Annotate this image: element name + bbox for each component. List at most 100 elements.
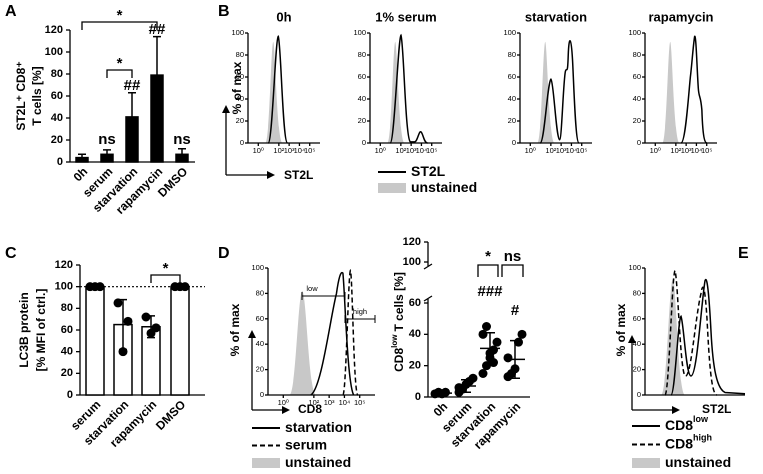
- legend-name: starvation: [285, 419, 352, 435]
- y-tick-label: 100: [45, 46, 63, 58]
- significance-bracket: [81, 21, 158, 30]
- y-tick-label: 80: [61, 302, 73, 314]
- legend-name: CD8: [665, 417, 693, 433]
- y-axis-label: CD8low T cells [%]: [390, 272, 406, 372]
- x-tick-label: 10⁰: [525, 146, 536, 155]
- x-tick-label: DMSO: [153, 397, 188, 432]
- error-bar: [153, 35, 161, 115]
- y-tick-label: 20: [633, 116, 641, 125]
- error-bar: [461, 379, 471, 394]
- data-point: [146, 328, 156, 338]
- panel-title: rapamycin: [648, 9, 713, 24]
- y-tick-label: 20: [358, 116, 366, 125]
- legend-name: CD8: [665, 435, 693, 451]
- x-tick-label: 10⁴: [416, 146, 428, 155]
- legend-label: serum: [285, 436, 327, 452]
- panel-title: 0h: [276, 9, 291, 24]
- y-tick-label: 0: [57, 156, 63, 168]
- y-tick-label: 20: [61, 367, 73, 379]
- y-tick-label: 20: [409, 360, 421, 372]
- significance-bracket: [501, 264, 524, 277]
- y-tick-label: 80: [358, 50, 366, 59]
- gate-label: high: [353, 307, 367, 316]
- y-axis-label-rest: T cells [%]: [392, 272, 406, 331]
- gate-label: low: [306, 284, 318, 293]
- legend-sup: low: [693, 414, 709, 424]
- panel-letter: C: [5, 245, 17, 262]
- gate: [344, 315, 376, 323]
- x-tick-label: 10²: [670, 146, 681, 155]
- y-tick-label: 0: [67, 389, 73, 401]
- arrow-head: [628, 335, 680, 414]
- y-tick-label: 100: [55, 281, 73, 293]
- x-tick-label: 10⁵: [354, 398, 365, 407]
- annotation: ns: [173, 131, 191, 148]
- y-axis-label: [% MFI of ctrl.]: [34, 289, 48, 372]
- legend-label: unstained: [411, 179, 477, 195]
- y-tick-label: 100: [353, 28, 366, 37]
- x-tick-label: 10⁴: [691, 146, 703, 155]
- y-tick-label: 100: [503, 28, 516, 37]
- panel-letter: D: [218, 245, 230, 262]
- y-tick-label: 40: [508, 94, 516, 103]
- annotation: ##: [124, 77, 141, 94]
- data-point: [175, 282, 185, 292]
- y-tick-label: 100: [403, 256, 421, 268]
- y-tick-label: 40: [633, 94, 641, 103]
- y-axis-label: % of max: [228, 303, 242, 356]
- y-tick-label: 100: [231, 28, 244, 37]
- st2l-curve: [390, 35, 427, 143]
- y-tick-label: 80: [256, 288, 264, 297]
- x-tick-label: 10³: [406, 146, 417, 155]
- legend-label: CD8high: [665, 433, 712, 451]
- data-point: [113, 298, 123, 308]
- gate: [301, 292, 346, 300]
- annotation: ns: [98, 131, 116, 148]
- legend-swatch: [632, 458, 660, 468]
- y-tick-label: 20: [236, 116, 244, 125]
- legend-name: serum: [285, 436, 327, 452]
- significance-bracket: [150, 274, 181, 283]
- x-tick-label: 10²: [308, 398, 319, 407]
- x-tick-label: 10⁰: [253, 146, 264, 155]
- y-tick-label: 0: [637, 390, 641, 399]
- y-tick-label: 120: [45, 24, 63, 36]
- legend-label: CD8low: [665, 414, 709, 432]
- significance-bracket: [477, 264, 499, 277]
- curves-0h: [265, 36, 287, 143]
- legend-label: unstained: [665, 454, 731, 470]
- data-point: [478, 329, 488, 339]
- data-point: [517, 329, 527, 339]
- x-tick-label: 10³: [681, 146, 692, 155]
- annotation: #: [511, 302, 520, 319]
- y-tick-label: 0: [362, 138, 366, 147]
- annotation: *: [117, 7, 123, 24]
- y-axis-label: % of max: [614, 303, 628, 356]
- y-tick-label: 60: [508, 72, 516, 81]
- significance-bracket: [106, 69, 133, 78]
- error-bar: [437, 390, 447, 396]
- cd8high-curve: [665, 271, 717, 395]
- data-point: [118, 347, 128, 357]
- y-tick-label: 40: [236, 94, 244, 103]
- y-tick-label: 80: [633, 288, 641, 297]
- st2l-curve: [540, 41, 579, 143]
- x-tick-label: 10⁵: [701, 146, 712, 155]
- y-axis-label: ST2L⁺ CD8⁺: [14, 61, 28, 130]
- error-bar: [510, 339, 520, 379]
- annotation: *: [163, 260, 169, 277]
- y-axis-label: % of max: [230, 61, 244, 114]
- data-point: [482, 322, 491, 331]
- x-tick-label: 10²: [395, 146, 406, 155]
- x-tick-label: 10²: [545, 146, 556, 155]
- panel-title: 1% serum: [375, 9, 436, 24]
- legend-label: unstained: [285, 454, 351, 470]
- y-axis-label: LC3B protein: [17, 292, 31, 367]
- y-tick-label: 40: [633, 339, 641, 348]
- y-tick-label: 80: [508, 50, 516, 59]
- y-tick-label: 60: [236, 72, 244, 81]
- y-tick-label: 20: [508, 116, 516, 125]
- y-axis-label-main: CD8: [392, 348, 406, 372]
